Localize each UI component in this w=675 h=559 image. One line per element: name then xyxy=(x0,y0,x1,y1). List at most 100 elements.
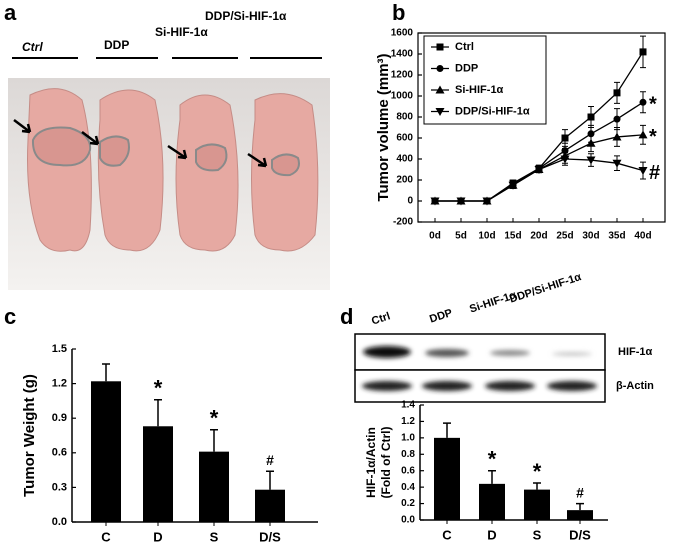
legend-label: DDP/Si-HIF-1α xyxy=(455,105,530,117)
y-tick-label: 1.2 xyxy=(401,416,415,427)
x-tick-label: D xyxy=(153,529,162,544)
x-tick-label: 35d xyxy=(608,231,625,242)
bar xyxy=(479,483,505,520)
y-tick-label: 1400 xyxy=(391,49,414,60)
marker xyxy=(435,108,445,116)
marker xyxy=(638,167,648,176)
lane-label: Ctrl xyxy=(370,310,392,327)
error-bar xyxy=(488,469,496,484)
x-tick-label: 40d xyxy=(634,231,651,242)
significance-mark: * xyxy=(649,94,657,116)
marker xyxy=(586,138,596,147)
marker xyxy=(482,197,492,206)
marker xyxy=(639,48,647,56)
marker xyxy=(612,132,622,141)
y-tick-label: 0.3 xyxy=(52,481,67,493)
y-tick-label: 0.6 xyxy=(52,447,67,459)
x-tick-label: D/S xyxy=(569,527,591,542)
bar xyxy=(434,437,460,520)
x-tick-label: D/S xyxy=(259,529,281,544)
marker xyxy=(638,130,648,139)
lane-label: DDP/Si-HIF-1α xyxy=(508,271,583,306)
marker xyxy=(534,166,544,174)
photo-label: DDP xyxy=(104,38,129,52)
y-tick-label: 1.4 xyxy=(401,400,415,411)
x-tick-label: 25d xyxy=(556,231,573,242)
y-tick-label: 0.6 xyxy=(401,465,415,476)
error-bar xyxy=(210,428,218,452)
x-tick-label: 5d xyxy=(455,231,467,242)
marker xyxy=(613,115,621,123)
significance-mark: * xyxy=(154,376,163,401)
marker xyxy=(587,130,595,138)
error-bar xyxy=(102,363,110,382)
band-label: β-Actin xyxy=(616,380,654,392)
y-tick-label: 1.5 xyxy=(52,343,67,355)
marker xyxy=(436,65,444,72)
x-tick-label: 15d xyxy=(504,231,521,242)
x-tick-label: 0d xyxy=(429,231,441,242)
x-tick-label: C xyxy=(101,529,111,544)
error-bar xyxy=(266,470,274,490)
y-tick-label: 1200 xyxy=(391,70,414,81)
photo-label: DDP/Si-HIF-1α xyxy=(205,9,287,23)
marker xyxy=(639,98,647,106)
significance-mark: * xyxy=(533,459,542,484)
marker xyxy=(587,113,595,121)
x-tick-label: C xyxy=(442,527,452,542)
x-tick-label: 10d xyxy=(478,231,495,242)
bar xyxy=(143,426,173,522)
bar xyxy=(524,489,550,520)
x-tick-label: S xyxy=(210,529,219,544)
significance-mark: * xyxy=(488,447,497,472)
marker xyxy=(456,197,466,206)
y-tick-label: 1.2 xyxy=(52,378,67,390)
error-bar xyxy=(443,422,451,438)
panel-label: c xyxy=(4,304,16,329)
x-tick-label: S xyxy=(533,527,542,542)
bar xyxy=(567,510,593,520)
marker xyxy=(508,181,518,190)
western-blot xyxy=(354,333,606,403)
error-bar xyxy=(533,482,541,490)
legend-label: DDP xyxy=(455,62,478,74)
y-axis-label: Tumor volume (mm³) xyxy=(375,53,392,201)
marker xyxy=(430,197,440,206)
bar xyxy=(255,489,285,522)
y-tick-label: 0.4 xyxy=(401,482,415,493)
y-tick-label: 0.2 xyxy=(401,498,415,509)
marker xyxy=(586,156,596,165)
significance-mark: # xyxy=(649,162,660,184)
significance-mark: * xyxy=(649,126,657,148)
y-axis-label: (Fold of Ctrl) xyxy=(379,427,393,499)
significance-mark: # xyxy=(576,484,584,500)
photo-label: Ctrl xyxy=(22,40,43,54)
legend-label: Ctrl xyxy=(455,41,474,53)
y-tick-label: 200 xyxy=(396,175,413,186)
significance-mark: # xyxy=(266,452,274,468)
marker xyxy=(561,134,569,142)
y-tick-label: 0.0 xyxy=(52,516,67,528)
photo-label: Si-HIF-1α xyxy=(155,25,208,39)
panel-label: d xyxy=(340,304,353,329)
y-tick-label: 0.8 xyxy=(401,449,415,460)
x-tick-label: 20d xyxy=(530,231,547,242)
y-tick-label: 0 xyxy=(407,196,413,207)
y-tick-label: 600 xyxy=(396,133,413,144)
y-axis-label: Tumor Weight (g) xyxy=(21,374,38,497)
marker xyxy=(560,155,570,164)
y-tick-label: 1600 xyxy=(391,28,414,39)
y-tick-label: 400 xyxy=(396,154,413,165)
error-bar xyxy=(576,502,584,511)
x-tick-label: D xyxy=(487,527,496,542)
legend-label: Si-HIF-1α xyxy=(455,84,504,96)
mouse-photo xyxy=(8,57,330,290)
band-label: HIF-1α xyxy=(618,346,653,358)
marker xyxy=(436,43,444,51)
error-bar xyxy=(154,398,162,427)
y-tick-label: 0.0 xyxy=(401,515,415,526)
y-tick-label: 1000 xyxy=(391,91,414,102)
legend-box xyxy=(423,35,547,125)
